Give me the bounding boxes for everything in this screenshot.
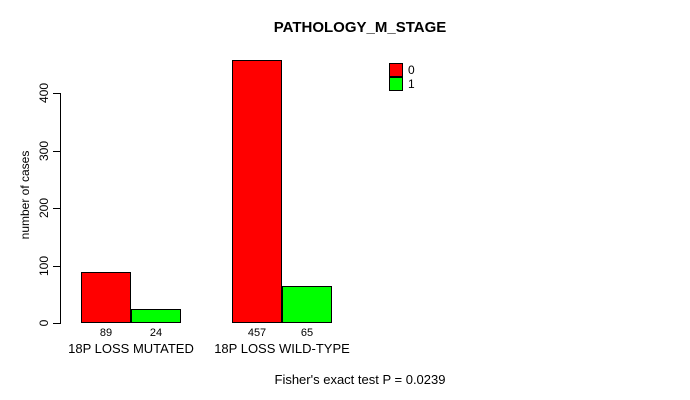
y-axis-tick-label: 200 [37, 197, 51, 219]
y-axis-label: number of cases [18, 150, 32, 240]
x-category-label: 18P LOSS WILD-TYPE [214, 341, 350, 356]
y-axis-tick [53, 93, 60, 94]
legend-swatch-0 [389, 63, 403, 77]
y-axis-tick [53, 323, 60, 324]
y-axis-tick-label: 300 [37, 140, 51, 161]
legend-label: 1 [408, 77, 415, 91]
y-axis-line [60, 93, 61, 324]
x-category-label: 18P LOSS MUTATED [68, 341, 194, 356]
y-axis-tick [53, 265, 60, 267]
y-axis-tick-label: 400 [37, 82, 51, 104]
y-axis-tick-label: 100 [37, 255, 51, 276]
bar-value-label: 457 [247, 327, 267, 339]
legend-item-0: 0 [389, 63, 415, 77]
bar-value-label: 65 [300, 327, 314, 339]
y-axis-tick-label: 0 [37, 319, 51, 327]
bar-value-label: 89 [99, 327, 113, 339]
bar-value-label: 24 [149, 327, 163, 339]
y-axis-tick [53, 150, 60, 152]
fisher-test-annotation: Fisher's exact test P = 0.0239 [274, 372, 446, 387]
bar-series-0 [81, 271, 131, 323]
bar-series-1 [131, 309, 181, 323]
bar-series-1 [282, 285, 332, 323]
legend-label: 0 [408, 63, 415, 77]
legend-swatch-1 [389, 77, 403, 91]
legend-item-1: 1 [389, 77, 415, 91]
y-axis-tick [53, 208, 60, 209]
chart-title: PATHOLOGY_M_STAGE [273, 19, 447, 36]
bar-series-0 [232, 60, 282, 323]
